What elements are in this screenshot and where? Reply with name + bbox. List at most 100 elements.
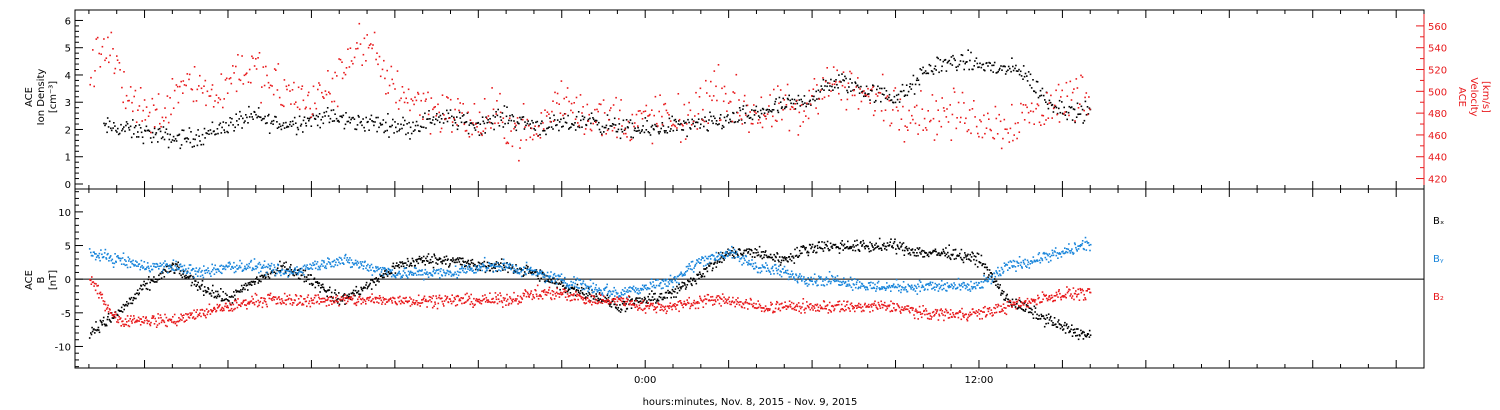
- density-point: [836, 83, 838, 86]
- bx-point: [394, 272, 397, 274]
- by-point: [861, 283, 864, 285]
- by-point: [803, 276, 805, 278]
- by-point: [858, 286, 860, 289]
- by-point: [1015, 270, 1017, 272]
- density-point: [358, 116, 360, 118]
- bx-point: [153, 281, 156, 283]
- by-point: [1009, 260, 1012, 262]
- velocity-point: [586, 103, 589, 106]
- density-point: [285, 126, 288, 129]
- density-point: [1056, 112, 1059, 115]
- bz-series: [89, 276, 1092, 328]
- bx-point: [111, 317, 114, 319]
- by-point: [658, 285, 661, 287]
- by-point: [354, 262, 356, 265]
- by-point: [765, 270, 768, 272]
- velocity-point: [694, 115, 696, 117]
- by-point: [691, 260, 694, 263]
- density-point: [727, 114, 729, 116]
- density-point: [489, 118, 491, 120]
- by-point: [873, 287, 876, 289]
- density-point: [290, 125, 293, 127]
- by-point: [334, 264, 336, 266]
- bx-point: [289, 266, 291, 268]
- density-point: [935, 69, 937, 71]
- density-point: [620, 128, 623, 131]
- by-point: [884, 287, 886, 289]
- velocity-point: [581, 112, 583, 114]
- by-point: [649, 281, 652, 284]
- by-point: [272, 268, 275, 271]
- bx-point: [531, 271, 533, 274]
- velocity-point: [589, 128, 592, 131]
- bx-point: [562, 284, 565, 287]
- density-point: [936, 56, 938, 59]
- velocity-point: [672, 123, 674, 126]
- by-point: [684, 274, 686, 276]
- velocity-point: [761, 126, 764, 129]
- density-point: [310, 125, 313, 127]
- bx-point: [605, 297, 608, 300]
- by-point: [807, 277, 809, 279]
- by-point: [713, 259, 716, 261]
- bx-point: [842, 244, 845, 247]
- by-point: [661, 279, 664, 281]
- density-point: [224, 131, 226, 134]
- by-point: [436, 269, 439, 271]
- bx-point: [378, 280, 380, 283]
- by-point: [459, 271, 462, 274]
- bx-point: [1076, 334, 1079, 337]
- bx-point: [216, 295, 219, 297]
- by-point: [651, 285, 654, 288]
- bx-point: [291, 271, 293, 273]
- by-point: [1062, 250, 1064, 253]
- bx-point: [103, 323, 106, 325]
- bz-point: [157, 313, 159, 315]
- density-point: [582, 118, 585, 121]
- density-point: [292, 123, 295, 126]
- bz-point: [152, 315, 155, 317]
- density-point: [687, 118, 689, 121]
- density-point: [675, 120, 677, 123]
- bx-point: [176, 263, 178, 265]
- density-point: [332, 109, 335, 111]
- bx-point: [573, 287, 576, 289]
- velocity-point: [570, 109, 572, 112]
- bx-point: [435, 262, 437, 264]
- density-point: [1030, 87, 1033, 89]
- by-point: [439, 277, 441, 279]
- by-point: [539, 270, 541, 272]
- by-point: [915, 287, 918, 289]
- by-point: [370, 269, 372, 271]
- by-point: [644, 284, 646, 287]
- velocity-point: [565, 96, 568, 98]
- density-point: [738, 107, 741, 109]
- bx-point: [351, 292, 353, 295]
- bz-point: [134, 320, 137, 323]
- velocity-point: [913, 106, 916, 108]
- by-point: [946, 290, 948, 292]
- velocity-point: [653, 114, 655, 117]
- velocity-point: [893, 89, 895, 92]
- by-point: [511, 265, 513, 267]
- by-point: [650, 283, 652, 285]
- velocity-point: [518, 159, 520, 162]
- velocity-point: [985, 127, 988, 129]
- bz-point: [190, 313, 193, 316]
- density-point: [402, 116, 404, 119]
- bx-point: [677, 287, 680, 290]
- velocity-point: [640, 112, 643, 115]
- by-point: [747, 262, 750, 264]
- bx-point: [185, 274, 187, 277]
- by-point: [1036, 260, 1039, 262]
- by-point: [538, 272, 540, 275]
- density-point: [501, 112, 504, 114]
- density-point: [344, 123, 347, 126]
- density-point: [695, 121, 697, 124]
- bx-point: [806, 250, 809, 253]
- bx-point: [878, 237, 881, 240]
- velocity-point: [769, 94, 771, 96]
- density-point: [598, 128, 601, 131]
- velocity-point: [1014, 122, 1017, 125]
- by-point: [1010, 261, 1013, 263]
